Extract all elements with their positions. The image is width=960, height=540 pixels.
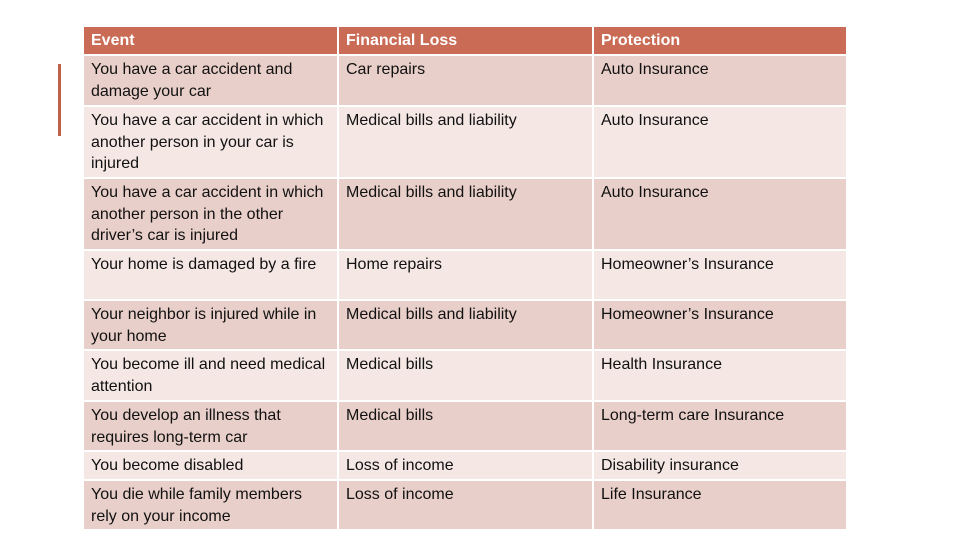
protection-cell: Auto Insurance <box>592 54 848 107</box>
event-cell: Your home is damaged by a fire <box>82 249 339 301</box>
protection-cell: Homeowner’s Insurance <box>592 299 848 351</box>
insurance-table: Event Financial Loss Protection You have… <box>82 25 848 531</box>
protection-cell: Long-term care Insurance <box>592 400 848 452</box>
table-row: Your home is damaged by a fire Home repa… <box>82 249 848 301</box>
table-row: You become disabled Loss of income Disab… <box>82 450 848 481</box>
table-row: You have a car accident and damage your … <box>82 54 848 107</box>
table-row: You have a car accident in which another… <box>82 177 848 251</box>
protection-cell: Life Insurance <box>592 479 848 531</box>
event-cell: You have a car accident in which another… <box>82 105 339 179</box>
table-header-row: Event Financial Loss Protection <box>82 25 848 56</box>
table-row: You have a car accident in which another… <box>82 105 848 179</box>
table-row: You become ill and need medical attentio… <box>82 349 848 402</box>
financial-loss-cell: Loss of income <box>337 450 594 481</box>
accent-bar <box>58 64 61 136</box>
table-row: Your neighbor is injured while in your h… <box>82 299 848 351</box>
financial-loss-cell: Medical bills <box>337 349 594 402</box>
event-cell: You have a car accident in which another… <box>82 177 339 251</box>
event-cell: You develop an illness that requires lon… <box>82 400 339 452</box>
event-cell: You have a car accident and damage your … <box>82 54 339 107</box>
financial-loss-cell: Loss of income <box>337 479 594 531</box>
protection-cell: Health Insurance <box>592 349 848 402</box>
financial-loss-cell: Medical bills and liability <box>337 299 594 351</box>
financial-loss-cell: Medical bills and liability <box>337 105 594 179</box>
event-cell: Your neighbor is injured while in your h… <box>82 299 339 351</box>
financial-loss-cell: Medical bills and liability <box>337 177 594 251</box>
header-event: Event <box>82 25 339 56</box>
header-protection: Protection <box>592 25 848 56</box>
protection-cell: Auto Insurance <box>592 105 848 179</box>
header-financial-loss: Financial Loss <box>337 25 594 56</box>
event-cell: You become disabled <box>82 450 339 481</box>
table-row: You develop an illness that requires lon… <box>82 400 848 452</box>
financial-loss-cell: Car repairs <box>337 54 594 107</box>
financial-loss-cell: Home repairs <box>337 249 594 301</box>
protection-cell: Disability insurance <box>592 450 848 481</box>
protection-cell: Auto Insurance <box>592 177 848 251</box>
protection-cell: Homeowner’s Insurance <box>592 249 848 301</box>
financial-loss-cell: Medical bills <box>337 400 594 452</box>
table-row: You die while family members rely on you… <box>82 479 848 531</box>
event-cell: You die while family members rely on you… <box>82 479 339 531</box>
event-cell: You become ill and need medical attentio… <box>82 349 339 402</box>
